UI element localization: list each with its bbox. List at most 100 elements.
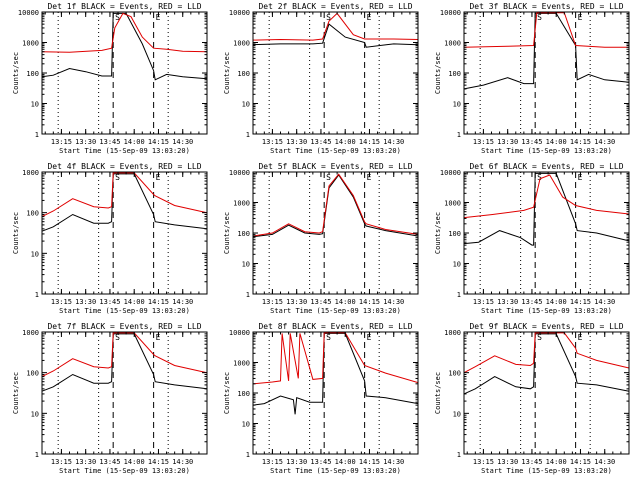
x-tick-label: 13:15 <box>473 458 494 466</box>
series-line-black <box>463 172 630 246</box>
x-tick-label: 13:15 <box>262 138 283 146</box>
x-axis-label: Start Time (15-Sep-09 13:03:20) <box>481 307 612 315</box>
panel-8: Det 8f BLACK = Events, RED = LLD Start Ti… <box>223 322 419 475</box>
x-tick-label: 13:30 <box>75 458 96 466</box>
x-axis-label: Start Time (15-Sep-09 13:03:20) <box>481 467 612 475</box>
y-tick-label: 100 <box>237 230 250 238</box>
y-axis-label: Counts/sec <box>223 212 231 254</box>
marker-e: E <box>367 13 372 22</box>
x-tick-label: 13:15 <box>262 298 283 306</box>
panel-7: Det 7f BLACK = Events, RED = LLD Start Ti… <box>12 322 208 475</box>
series-line-black <box>463 333 630 395</box>
y-tick-label: 10000 <box>229 9 250 17</box>
x-tick-label: 14:00 <box>124 458 145 466</box>
y-tick-label: 10 <box>453 101 461 109</box>
y-tick-label: 1000 <box>233 40 250 48</box>
y-tick-label: 10 <box>453 261 461 269</box>
plot-frame <box>41 331 208 455</box>
series-line-black <box>252 332 419 415</box>
x-tick-label: 14:00 <box>124 138 145 146</box>
panel-9: Det 9f BLACK = Events, RED = LLD Start Ti… <box>434 322 630 475</box>
y-tick-label: 10000 <box>440 169 461 177</box>
y-tick-label: 1 <box>457 451 461 459</box>
y-tick-label: 1 <box>35 451 39 459</box>
x-tick-label: 13:45 <box>521 138 542 146</box>
y-tick-label: 10000 <box>18 9 39 17</box>
marker-s: S <box>537 333 542 342</box>
y-tick-label: 10 <box>242 261 250 269</box>
series-line-black <box>252 23 419 48</box>
y-axis-label: Counts/sec <box>12 52 20 94</box>
x-axis-label: Start Time (15-Sep-09 13:03:20) <box>59 147 190 155</box>
y-tick-label: 10 <box>31 101 39 109</box>
panel-1: Det 1f BLACK = Events, RED = LLD Start Ti… <box>12 2 208 155</box>
plot-frame <box>463 331 630 455</box>
x-tick-label: 14:00 <box>335 298 356 306</box>
y-tick-label: 10000 <box>440 9 461 17</box>
series-line-red <box>252 332 419 385</box>
marker-e: E <box>156 13 161 22</box>
y-tick-label: 100 <box>26 210 39 218</box>
y-tick-label: 1 <box>246 451 250 459</box>
x-tick-label: 13:45 <box>521 458 542 466</box>
x-tick-label: 14:15 <box>570 458 591 466</box>
x-tick-label: 14:15 <box>570 138 591 146</box>
x-tick-label: 13:15 <box>51 458 72 466</box>
y-tick-label: 1000 <box>444 329 461 337</box>
x-tick-label: 13:30 <box>286 138 307 146</box>
y-tick-label: 10 <box>242 101 250 109</box>
marker-s: S <box>115 173 120 182</box>
x-tick-label: 14:30 <box>383 458 404 466</box>
x-tick-label: 13:15 <box>473 138 494 146</box>
x-axis-label: Start Time (15-Sep-09 13:03:20) <box>270 307 401 315</box>
y-tick-label: 1000 <box>444 40 461 48</box>
x-tick-label: 13:30 <box>75 138 96 146</box>
x-tick-label: 13:30 <box>497 458 518 466</box>
y-tick-label: 10000 <box>229 329 250 337</box>
y-tick-label: 1 <box>457 291 461 299</box>
marker-e: E <box>578 173 583 182</box>
x-tick-label: 14:00 <box>546 138 567 146</box>
panel-title: Det 1f BLACK = Events, RED = LLD <box>47 2 201 11</box>
marker-s: S <box>115 333 120 342</box>
series-line-red <box>463 332 630 374</box>
y-axis-label: Counts/sec <box>434 212 442 254</box>
y-axis-label: Counts/sec <box>12 372 20 414</box>
y-tick-label: 100 <box>26 70 39 78</box>
x-tick-label: 14:30 <box>172 458 193 466</box>
x-tick-label: 14:30 <box>594 458 615 466</box>
marker-e: E <box>578 333 583 342</box>
x-axis-label: Start Time (15-Sep-09 13:03:20) <box>270 147 401 155</box>
series-line-red <box>463 174 630 219</box>
series-line-red <box>41 12 208 53</box>
series-line-red <box>463 12 629 48</box>
y-tick-label: 100 <box>237 70 250 78</box>
x-axis-label: Start Time (15-Sep-09 13:03:20) <box>270 467 401 475</box>
x-tick-label: 14:15 <box>359 298 380 306</box>
marker-s: S <box>326 333 331 342</box>
x-tick-label: 14:15 <box>148 138 169 146</box>
y-tick-label: 1 <box>35 291 39 299</box>
panel-title: Det 6f BLACK = Events, RED = LLD <box>469 162 623 171</box>
panel-title: Det 9f BLACK = Events, RED = LLD <box>469 322 623 331</box>
marker-s: S <box>326 173 331 182</box>
panel-title: Det 7f BLACK = Events, RED = LLD <box>47 322 201 331</box>
series-line-black <box>41 12 208 81</box>
panel-title: Det 3f BLACK = Events, RED = LLD <box>469 2 623 11</box>
panel-title: Det 8f BLACK = Events, RED = LLD <box>258 322 412 331</box>
x-tick-label: 13:45 <box>99 298 120 306</box>
x-tick-label: 14:00 <box>335 458 356 466</box>
x-tick-label: 14:30 <box>383 298 404 306</box>
marker-e: E <box>367 333 372 342</box>
x-tick-label: 14:00 <box>546 298 567 306</box>
y-tick-label: 1000 <box>22 169 39 177</box>
x-tick-label: 14:00 <box>546 458 567 466</box>
y-tick-label: 1000 <box>22 40 39 48</box>
plot-frame <box>41 171 208 295</box>
x-tick-label: 14:00 <box>124 298 145 306</box>
x-axis-label: Start Time (15-Sep-09 13:03:20) <box>481 147 612 155</box>
y-tick-label: 1000 <box>22 329 39 337</box>
y-tick-label: 1 <box>246 291 250 299</box>
